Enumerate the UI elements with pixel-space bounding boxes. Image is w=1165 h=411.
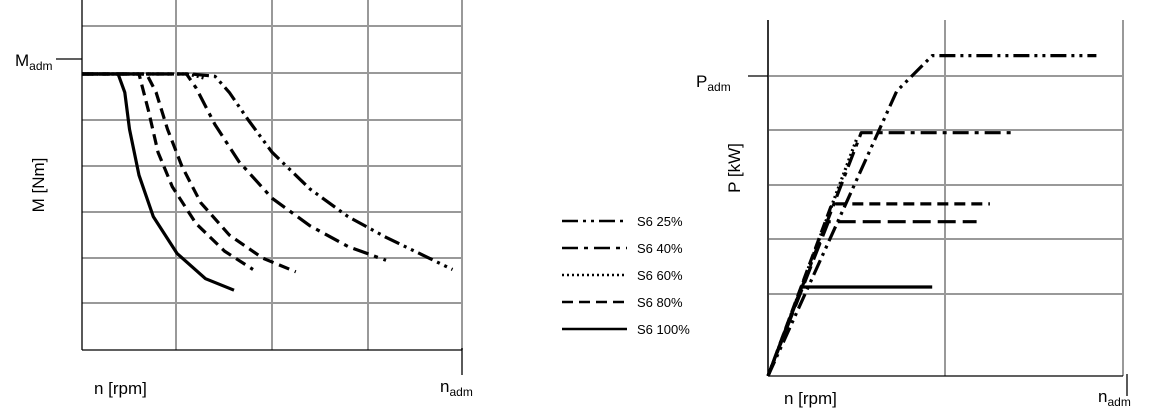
torque-x-axis-title: n [rpm] [94, 379, 147, 398]
torque-y-axis-title: M [Nm] [29, 158, 48, 213]
torque-series-s6-100 [82, 72, 235, 292]
torque-series-s6-25 [82, 72, 454, 271]
legend-label-s6-40: S6 40% [637, 241, 683, 256]
power-series-s6-40 [766, 131, 1017, 377]
torque-chart: Madm M [Nm] n [rpm] nadm [15, 0, 473, 399]
legend-label-s6-80: S6 80% [637, 295, 683, 310]
power-grid [767, 20, 1124, 376]
torque-series [82, 72, 454, 292]
torque-series-s6-80-inner [82, 72, 254, 271]
power-series-s6-100 [766, 285, 933, 377]
legend-label-s6-100: S6 100% [637, 322, 690, 337]
power-chart: Padm P [kW] n [rpm] nadm [696, 20, 1131, 409]
power-y-axis-title: P [kW] [725, 143, 744, 193]
torque-series-s6-80 [82, 72, 297, 274]
legend-label-s6-60: S6 60% [637, 268, 683, 283]
legend: S6 25% S6 40% S6 60% S6 80% S6 100% [562, 214, 690, 337]
torque-series-s6-40 [82, 72, 387, 262]
torque-grid [82, 0, 463, 350]
torque-nadm-label: nadm [440, 377, 473, 399]
legend-item-s6-80: S6 80% [562, 295, 683, 310]
legend-item-s6-60: S6 60% [562, 268, 683, 283]
power-x-axis-title: n [rpm] [784, 389, 837, 408]
power-nadm-label: nadm [1098, 387, 1131, 409]
legend-label-s6-25: S6 25% [637, 214, 683, 229]
legend-item-s6-40: S6 40% [562, 241, 683, 256]
torque-madm-label: Madm [15, 51, 53, 73]
legend-item-s6-25: S6 25% [562, 214, 683, 229]
legend-item-s6-100: S6 100% [562, 322, 690, 337]
power-series [766, 53, 1097, 377]
power-series-s6-25 [766, 53, 1097, 377]
power-padm-label: Padm [696, 72, 731, 94]
